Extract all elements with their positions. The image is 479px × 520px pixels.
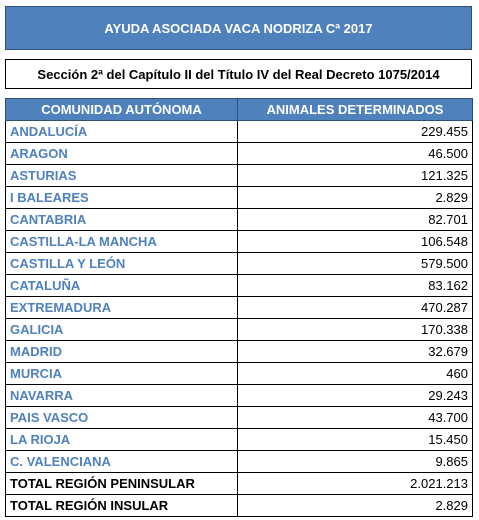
table-row: CANTABRIA 82.701 [5,208,473,231]
page-title: AYUDA ASOCIADA VACA NODRIZA Cª 2017 [104,20,373,36]
animal-count: 121.325 [237,164,473,187]
total-value: 2.021.213 [237,472,473,495]
animal-count: 229.455 [237,120,473,143]
table-row: I BALEARES 2.829 [5,186,473,209]
subtitle-box: Sección 2ª del Capítulo II del Título IV… [5,59,472,89]
region-name: ARAGON [5,142,238,165]
table-row: GALICIA 170.338 [5,318,473,341]
total-row-insular: TOTAL REGIÓN INSULAR 2.829 [5,494,473,517]
region-name: PAIS VASCO [5,406,238,429]
animal-count: 170.338 [237,318,473,341]
table-row: CASTILLA Y LEÓN 579.500 [5,252,473,275]
table-row: MADRID 32.679 [5,340,473,363]
region-name: CASTILLA Y LEÓN [5,252,238,275]
header-row: COMUNIDAD AUTÓNOMA ANIMALES DETERMINADOS [5,98,473,121]
animal-count: 43.700 [237,406,473,429]
animal-count: 460 [237,362,473,385]
column-header-region: COMUNIDAD AUTÓNOMA [5,98,238,121]
table-row: LA RIOJA 15.450 [5,428,473,451]
region-name: ASTURIAS [5,164,238,187]
page-subtitle: Sección 2ª del Capítulo II del Título IV… [37,66,440,82]
animal-count: 9.865 [237,450,473,473]
animal-count: 106.548 [237,230,473,253]
region-name: CASTILLA-LA MANCHA [5,230,238,253]
animal-count: 15.450 [237,428,473,451]
region-name: CATALUÑA [5,274,238,297]
table-header: COMUNIDAD AUTÓNOMA ANIMALES DETERMINADOS [5,98,473,121]
animal-count: 2.829 [237,186,473,209]
animal-count: 46.500 [237,142,473,165]
region-name: MADRID [5,340,238,363]
animal-count: 579.500 [237,252,473,275]
animal-count: 83.162 [237,274,473,297]
animal-count: 32.679 [237,340,473,363]
column-header-animals: ANIMALES DETERMINADOS [237,98,473,121]
table-row: C. VALENCIANA 9.865 [5,450,473,473]
table-row: MURCIA 460 [5,362,473,385]
table-row: EXTREMADURA 470.287 [5,296,473,319]
table-row: ARAGON 46.500 [5,142,473,165]
region-name: ANDALUCÍA [5,120,238,143]
table-row: PAIS VASCO 43.700 [5,406,473,429]
title-banner: AYUDA ASOCIADA VACA NODRIZA Cª 2017 [5,6,472,50]
total-row-peninsular: TOTAL REGIÓN PENINSULAR 2.021.213 [5,472,473,495]
region-name: LA RIOJA [5,428,238,451]
total-label: TOTAL REGIÓN PENINSULAR [5,472,238,495]
region-name: MURCIA [5,362,238,385]
total-value: 2.829 [237,494,473,517]
table-row: NAVARRA 29.243 [5,384,473,407]
region-name: CANTABRIA [5,208,238,231]
region-name: EXTREMADURA [5,296,238,319]
animal-count: 470.287 [237,296,473,319]
animal-count: 82.701 [237,208,473,231]
table-row: CASTILLA-LA MANCHA 106.548 [5,230,473,253]
animal-count: 29.243 [237,384,473,407]
region-name: I BALEARES [5,186,238,209]
table-body: ANDALUCÍA 229.455 ARAGON 46.500 ASTURIAS… [5,120,473,517]
region-name: C. VALENCIANA [5,450,238,473]
data-table: COMUNIDAD AUTÓNOMA ANIMALES DETERMINADOS… [5,98,473,517]
region-name: GALICIA [5,318,238,341]
total-label: TOTAL REGIÓN INSULAR [5,494,238,517]
table-row: ANDALUCÍA 229.455 [5,120,473,143]
region-name: NAVARRA [5,384,238,407]
table-row: ASTURIAS 121.325 [5,164,473,187]
table-row: CATALUÑA 83.162 [5,274,473,297]
